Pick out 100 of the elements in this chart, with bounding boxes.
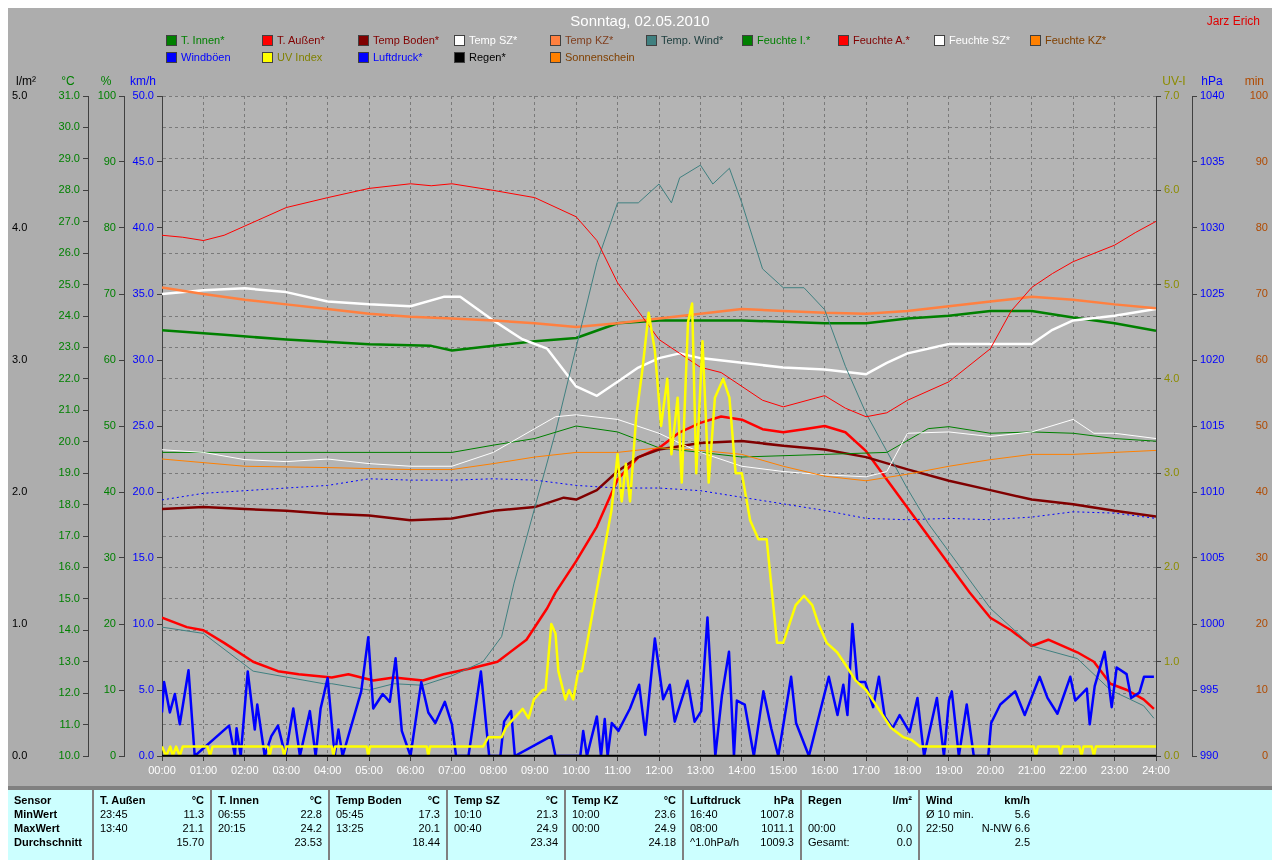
y3-tick-label: 30.0 xyxy=(132,353,154,366)
legend-label: Temp SZ* xyxy=(469,34,518,46)
y-tick-label: 13.0 xyxy=(58,654,80,667)
legend-label: Temp. Wind* xyxy=(661,34,724,46)
x-tick-label: 20:00 xyxy=(976,763,1005,776)
x-tick-label: 01:00 xyxy=(189,763,218,776)
y-tick-label: 27.0 xyxy=(58,214,80,227)
y-tick-label: 18.0 xyxy=(58,497,80,510)
y3-tick-label: 0.0 xyxy=(138,749,154,762)
y-tick-label: 6.0 xyxy=(1164,183,1180,196)
y-tick-label: 5.0 xyxy=(12,89,28,102)
y2-tick-label: 1040 xyxy=(1200,89,1225,102)
x-tick-label: 00:00 xyxy=(148,763,176,776)
y3-tick-label: 40.0 xyxy=(132,221,154,234)
y3-tick-label: 15.0 xyxy=(132,551,154,564)
y-tick-label: 2.0 xyxy=(12,485,28,498)
y2-tick-label: 60 xyxy=(1255,353,1268,366)
y2-tick-label: 20 xyxy=(1255,617,1268,630)
y-tick-label: 29.0 xyxy=(58,151,80,164)
text: Sensor MinWert MaxWert Durchschnitt xyxy=(14,794,82,850)
x-tick-label: 18:00 xyxy=(893,763,922,776)
y-tick-label: 25.0 xyxy=(58,277,80,290)
y2-tick-label: 90 xyxy=(1255,155,1268,168)
y2-tick-label: 1025 xyxy=(1200,287,1225,300)
y2-tick-label: 1015 xyxy=(1200,419,1225,432)
text: T. Außen °C 23:45 11.3 13:40 21.1 15.70 xyxy=(100,794,204,848)
y-tick-label: 24.0 xyxy=(58,309,80,322)
y3-tick-label: 25.0 xyxy=(132,419,154,432)
y2-tick-label: 10 xyxy=(103,683,116,696)
y3-tick-label: 5.0 xyxy=(138,683,154,696)
legend-label: Feuchte KZ* xyxy=(1045,34,1107,46)
y-axis-title: UV-I xyxy=(1162,74,1186,89)
y2-tick-label: 40 xyxy=(1255,485,1268,498)
x-tick-label: 23:00 xyxy=(1100,763,1129,776)
legend-label: UV Index xyxy=(277,51,323,63)
x-tick-label: 07:00 xyxy=(438,763,466,776)
x-tick-label: 12:00 xyxy=(645,763,673,776)
line-series xyxy=(162,478,1156,521)
y2-tick-label: 0 xyxy=(1261,749,1268,762)
y3-tick-label: 10.0 xyxy=(132,617,154,630)
y-tick-label: 3.0 xyxy=(12,353,28,366)
y-tick-label: 0.0 xyxy=(1164,749,1180,762)
y2-tick-label: 40 xyxy=(103,485,116,498)
y-tick-label: 30.0 xyxy=(58,120,80,133)
y-tick-label: 16.0 xyxy=(58,560,80,573)
y-tick-label: 12.0 xyxy=(58,686,80,699)
y2-tick-label: 1020 xyxy=(1200,353,1225,366)
x-tick-label: 13:00 xyxy=(686,763,715,776)
y2-tick-label: 990 xyxy=(1200,749,1219,762)
legend-label: T. Außen* xyxy=(277,34,325,46)
y2-axis-title: hPa xyxy=(1201,74,1223,89)
y-tick-label: 11.0 xyxy=(59,717,80,730)
y2-tick-label: 50 xyxy=(1255,419,1268,432)
y-tick-label: 20.0 xyxy=(58,434,80,447)
y2-axis-title: min xyxy=(1244,74,1264,89)
legend-label: Temp Boden* xyxy=(373,34,440,46)
legend-label: Feuchte SZ* xyxy=(949,34,1011,46)
y2-tick-label: 995 xyxy=(1200,683,1219,696)
text: Jarz Erich xyxy=(1206,14,1260,28)
legend-label: Temp KZ* xyxy=(565,34,614,46)
y2-tick-label: 70 xyxy=(1255,287,1268,300)
y-tick-label: 17.0 xyxy=(58,529,80,542)
y2-tick-label: 60 xyxy=(103,353,116,366)
y2-tick-label: 30 xyxy=(1255,551,1268,564)
text: T. Innen °C 06:55 22.8 20:15 24.2 23.53 xyxy=(218,794,322,848)
text: Temp SZ °C 10:10 21.3 00:40 24.9 23.34 xyxy=(454,794,558,848)
y3-tick-label: 45.0 xyxy=(132,155,154,168)
y-tick-label: 2.0 xyxy=(1164,560,1180,573)
x-tick-label: 14:00 xyxy=(728,763,756,776)
x-tick-label: 05:00 xyxy=(355,763,383,776)
y2-tick-label: 1030 xyxy=(1200,221,1225,234)
y-axis-title: l/m² xyxy=(16,74,36,89)
y-tick-label: 1.0 xyxy=(12,617,28,630)
x-tick-label: 24:00 xyxy=(1142,763,1170,776)
x-tick-label: 09:00 xyxy=(520,763,549,776)
legend-label: Feuchte I.* xyxy=(757,34,811,46)
y2-tick-label: 50 xyxy=(103,419,116,432)
y-tick-label: 4.0 xyxy=(1164,371,1180,384)
y2-axis-title: % xyxy=(100,74,112,89)
y-tick-label: 21.0 xyxy=(58,403,80,416)
y2-tick-label: 30 xyxy=(103,551,116,564)
x-tick-label: 10:00 xyxy=(562,763,590,776)
text: Regen l/m² 00:00 0.0 Gesamt: 0.0 xyxy=(808,794,912,848)
y-tick-label: 15.0 xyxy=(58,591,80,604)
y2-tick-label: 1010 xyxy=(1200,485,1225,498)
y2-tick-label: 1000 xyxy=(1200,617,1225,630)
y3-tick-label: 50.0 xyxy=(132,89,154,102)
y2-tick-label: 20 xyxy=(103,617,116,630)
y2-tick-label: 70 xyxy=(103,287,116,300)
chart-title: Sonntag, 02.05.2010 xyxy=(570,12,710,29)
x-tick-label: 02:00 xyxy=(231,763,259,776)
y2-tick-label: 80 xyxy=(103,221,116,234)
text: Luftdruck hPa 16:40 1007.8 08:00 1011.1 ^1.0hPa/h 1009.3 xyxy=(690,794,794,848)
y-tick-label: 4.0 xyxy=(12,221,28,234)
x-tick-label: 11:00 xyxy=(604,763,631,776)
y3-axis-title: km/h xyxy=(129,74,157,89)
y-tick-label: 5.0 xyxy=(1164,277,1180,290)
x-tick-label: 04:00 xyxy=(313,763,342,776)
x-tick-label: 21:00 xyxy=(1017,763,1046,776)
y2-tick-label: 1005 xyxy=(1200,551,1225,564)
